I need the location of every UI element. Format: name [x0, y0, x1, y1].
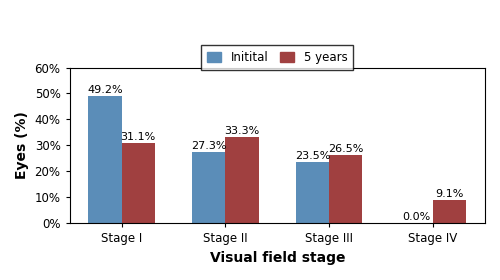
Text: 49.2%: 49.2%: [88, 85, 123, 95]
Text: 9.1%: 9.1%: [436, 189, 464, 199]
Bar: [88, 95, 122, 223]
Bar: [226, 137, 258, 223]
Y-axis label: Eyes (%): Eyes (%): [15, 111, 29, 179]
Text: 33.3%: 33.3%: [224, 126, 260, 136]
X-axis label: Visual field stage: Visual field stage: [210, 251, 345, 265]
Text: 23.5%: 23.5%: [295, 151, 330, 161]
Text: 27.3%: 27.3%: [191, 141, 226, 151]
Text: 26.5%: 26.5%: [328, 144, 364, 153]
Text: 31.1%: 31.1%: [120, 132, 156, 142]
Legend: Initital, 5 years: Initital, 5 years: [201, 45, 354, 70]
Bar: [296, 162, 329, 223]
Text: 0.0%: 0.0%: [402, 212, 430, 222]
Bar: [433, 200, 466, 223]
Bar: [192, 153, 226, 223]
Bar: [122, 143, 155, 223]
Bar: [329, 155, 362, 223]
